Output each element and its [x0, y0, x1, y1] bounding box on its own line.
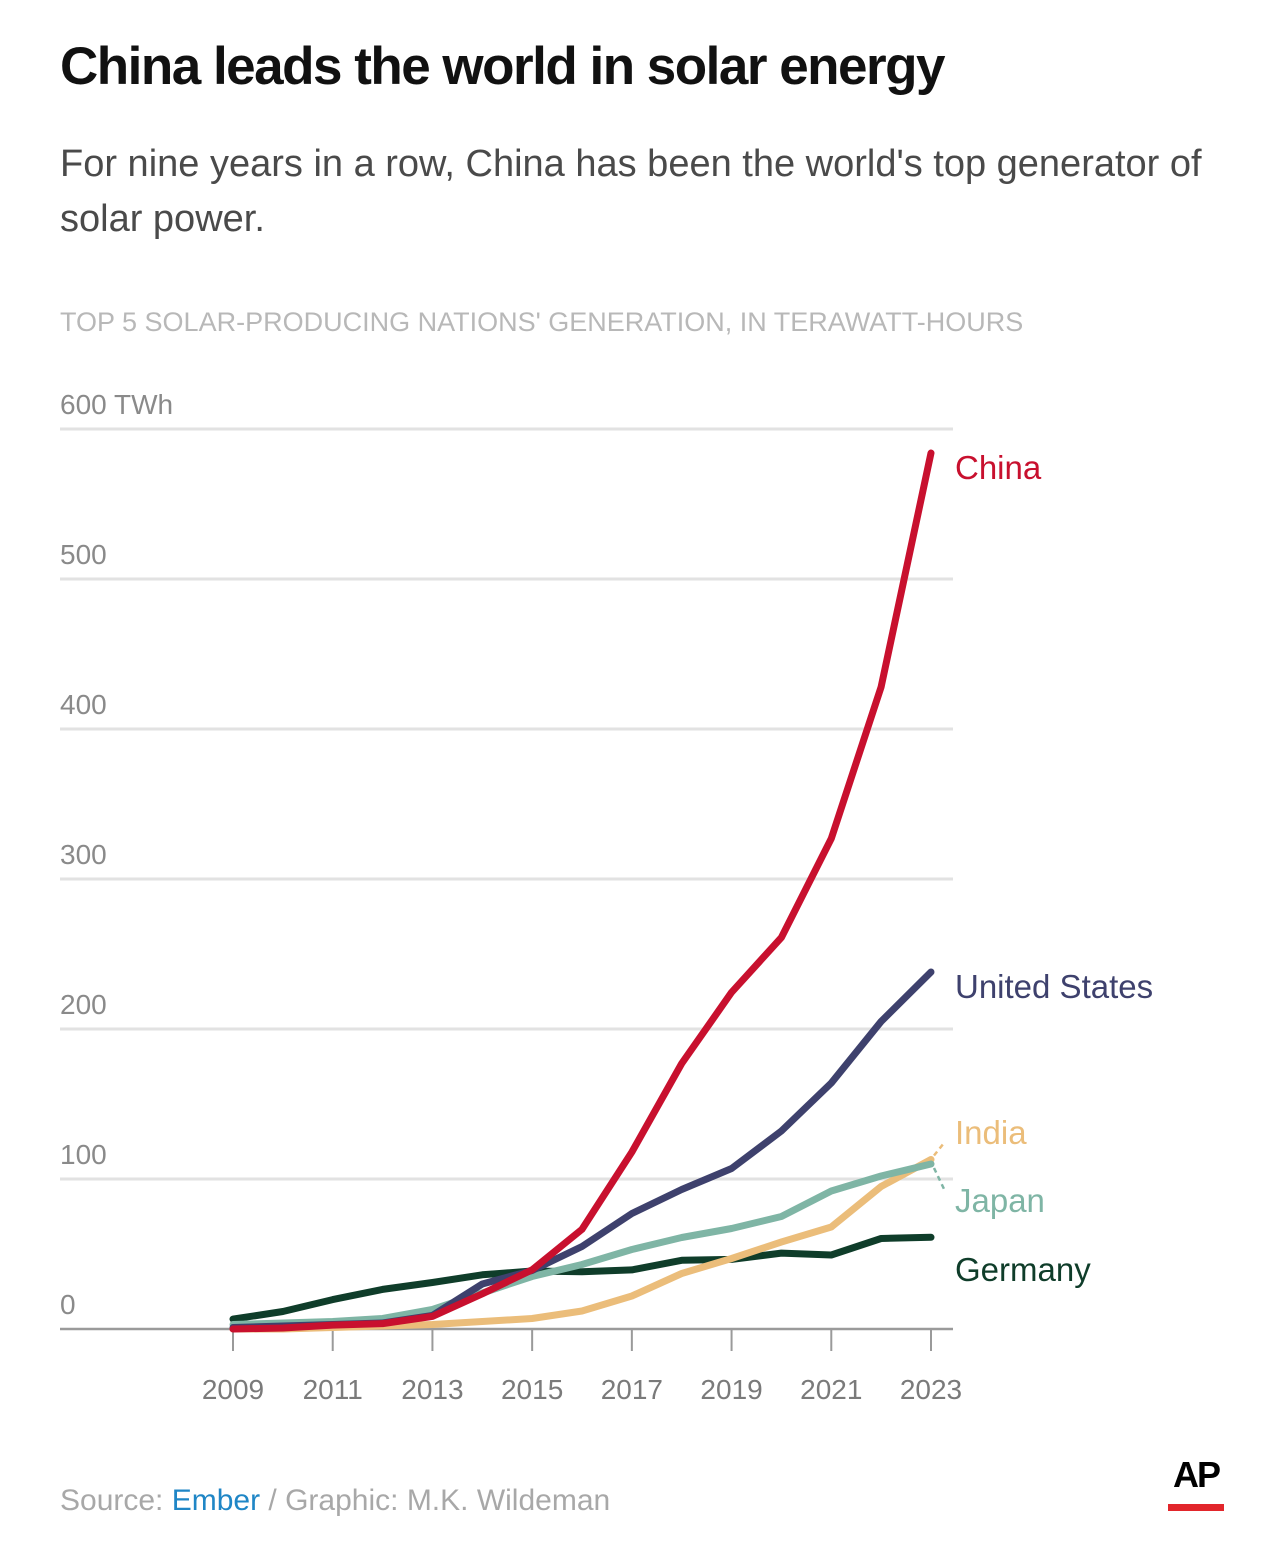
series-lines	[229, 449, 935, 1333]
series-label-germany: Germany	[955, 1251, 1091, 1288]
graphic-credit: / Graphic: M.K. Wildeman	[260, 1484, 611, 1517]
y-tick-label: 100	[60, 1139, 107, 1170]
ap-logo-text: AP	[1172, 1454, 1221, 1495]
ap-logo: AP	[1168, 1454, 1224, 1514]
page-title: China leads the world in solar energy	[60, 37, 946, 96]
series-label-japan: Japan	[955, 1182, 1045, 1219]
series-line-china	[229, 449, 935, 1333]
leader-line-japan	[932, 1167, 946, 1190]
line-chart: 600 TWh 500 400 300 200 100 0 2009 2011 2013 2015 2…	[60, 389, 1153, 1405]
axis-ticks: 600 TWh 500 400 300 200 100 0 2009 2011 2013 2015 2…	[60, 389, 962, 1405]
x-tick-label: 2021	[800, 1374, 862, 1405]
x-tick-label: 2023	[900, 1374, 962, 1405]
x-tick-label: 2009	[202, 1374, 264, 1405]
chart-label: TOP 5 SOLAR-PRODUCING NATIONS' GENERATIO…	[60, 307, 1024, 337]
x-tick-label: 2019	[700, 1374, 762, 1405]
source-note: Source: Ember / Graphic: M.K. Wildeman	[60, 1484, 610, 1518]
ap-logo-bar	[1168, 1504, 1224, 1511]
y-tick-label: 0	[60, 1289, 76, 1320]
series-line-germany	[229, 1233, 935, 1323]
x-tick-label: 2015	[501, 1374, 563, 1405]
y-tick-label: 300	[60, 839, 107, 870]
grid-lines	[60, 427, 953, 1331]
y-tick-label: 400	[60, 689, 107, 720]
y-tick-label: 500	[60, 539, 107, 570]
source-link[interactable]: Ember	[171, 1484, 261, 1517]
leader-line-india	[933, 1142, 945, 1157]
series-label-india: India	[955, 1114, 1027, 1151]
source-prefix: Source:	[60, 1484, 172, 1517]
page-subtitle: For nine years in a row, China has been …	[60, 143, 1202, 240]
x-tick-label: 2017	[601, 1374, 663, 1405]
series-label-united-states: United States	[955, 968, 1153, 1005]
series-label-china: China	[955, 449, 1042, 486]
x-tick-label: 2011	[303, 1374, 363, 1405]
y-tick-label: 600 TWh	[60, 389, 173, 420]
x-tick-label: 2013	[401, 1374, 463, 1405]
y-tick-label: 200	[60, 989, 107, 1020]
series-labels: Germany India Japan United States China	[932, 449, 1153, 1288]
